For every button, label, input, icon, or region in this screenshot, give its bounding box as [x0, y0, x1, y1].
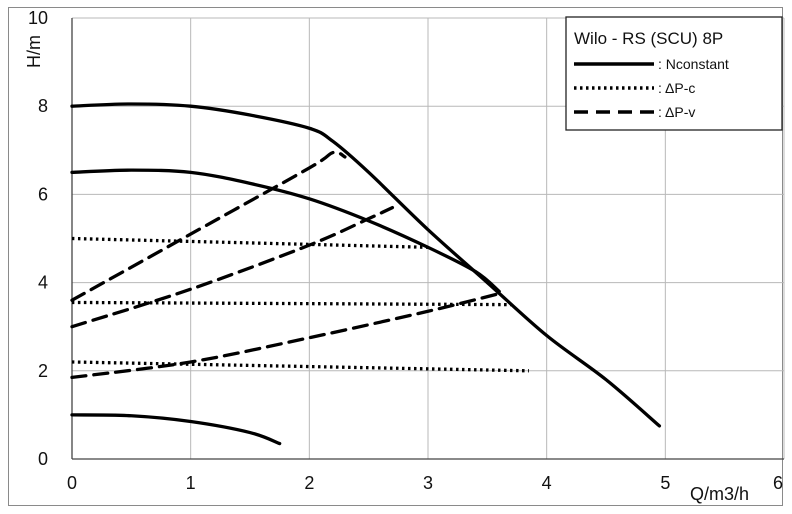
x-tick-label: 0 [67, 473, 77, 493]
y-tick-label: 0 [38, 449, 48, 469]
x-tick-label: 4 [542, 473, 552, 493]
series-line-dotted-3 [71, 236, 429, 249]
y-tick-label: 2 [38, 361, 48, 381]
y-tick-label: 6 [38, 184, 48, 204]
series-line-solid-0 [70, 102, 662, 428]
y-tick-label: 4 [38, 273, 48, 293]
legend: Wilo - RS (SCU) 8P : Nconstant : ΔP-c : … [565, 16, 783, 131]
legend-label-dp-v: : ΔP-v [658, 104, 695, 120]
series-layer [70, 102, 662, 446]
series-line-dashed-8 [70, 291, 501, 380]
series-line-dashed-7 [70, 205, 395, 329]
series-line-dashed-6 [70, 150, 347, 302]
tick-labels: 0 1 2 3 4 5 6 0 2 4 6 8 10 [28, 8, 783, 493]
y-tick-label: 10 [28, 8, 48, 28]
x-tick-label: 2 [304, 473, 314, 493]
y-tick-label: 8 [38, 96, 48, 116]
y-axis-label: H/m [24, 35, 44, 68]
x-tick-label: 5 [660, 473, 670, 493]
series-line-dotted-4 [71, 300, 512, 307]
series-line-solid-1 [70, 168, 501, 294]
x-tick-label: 3 [423, 473, 433, 493]
series-line-dotted-5 [71, 360, 529, 373]
series-line-solid-2 [70, 413, 282, 446]
x-tick-label: 1 [186, 473, 196, 493]
legend-label-nconstant: : Nconstant [658, 56, 729, 72]
x-axis-label: Q/m3/h [690, 484, 749, 504]
legend-title: Wilo - RS (SCU) 8P [574, 29, 723, 48]
x-tick-label: 6 [773, 473, 783, 493]
legend-label-dp-c: : ΔP-c [658, 80, 695, 96]
